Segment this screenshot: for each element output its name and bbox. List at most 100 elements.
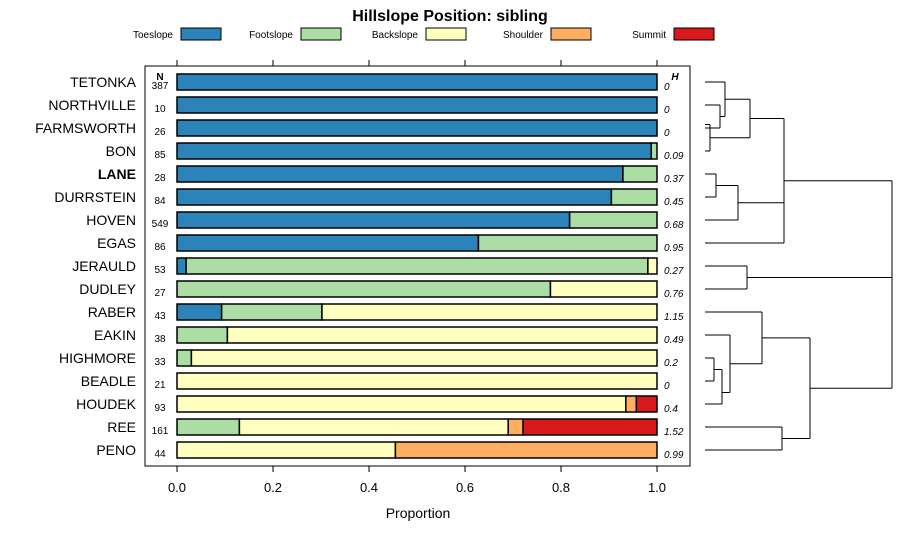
bar-beadle-backslope [176,372,658,390]
x-axis-label: Proportion [386,505,451,521]
h-value-hoven: 0.68 [664,220,684,231]
bar-lane-toeslope [176,165,624,183]
bar-dudley-backslope [549,280,658,298]
row-label-lane: LANE [98,166,136,182]
n-value-houdek: 93 [154,403,166,414]
legend-swatch-backslope [425,27,467,41]
bar-egas-footslope [477,234,658,252]
n-value-tetonka: 387 [152,81,169,92]
n-value-highmore: 33 [154,357,166,368]
n-value-egas: 86 [154,242,166,253]
row-label-northville: NORTHVILLE [48,97,136,113]
bar-ree-shoulder [507,418,524,436]
bar-durrstein-footslope [610,188,658,206]
bar-bon-toeslope [176,142,652,160]
n-value-durrstein: 84 [154,196,166,207]
h-value-ree: 1.52 [664,427,684,438]
h-value-highmore: 0.2 [664,358,678,369]
bar-ree-summit [522,418,658,436]
row-label-jerauld: JERAULD [72,258,136,274]
bar-peno-shoulder [394,441,658,459]
n-value-ree: 161 [152,426,169,437]
bar-dudley-footslope [176,280,552,298]
h-value-dudley: 0.76 [664,289,684,300]
bar-farmsworth-toeslope [176,119,658,137]
h-value-tetonka: 0 [664,82,670,93]
bar-rows: TETONKA 387 0 NORTHVILLE 10 0 FARMSWORTH 26 0 BON… [35,73,684,461]
bar-bon-footslope [650,142,658,160]
bar-raber-backslope [321,303,658,321]
bar-houdek-summit [635,395,658,413]
x-tick-label: 0.4 [360,480,378,495]
x-tick-label: 0.6 [456,480,474,495]
h-value-farmsworth: 0 [664,128,670,139]
bar-ree-backslope [238,418,509,436]
chart-title: Hillslope Position: sibling [352,8,548,25]
n-value-peno: 44 [154,449,166,460]
bar-houdek-backslope [176,395,627,413]
h-value-houdek: 0.4 [664,404,678,415]
n-value-northville: 10 [154,104,166,115]
bar-hoven-footslope [568,211,658,229]
bar-peno-backslope [176,441,397,459]
legend-label-summit: Summit [632,30,666,41]
h-column-header: H [671,72,679,83]
legend-swatch-summit [673,27,715,41]
plot-frame [144,65,691,467]
row-label-hoven: HOVEN [86,212,136,228]
legend-label-backslope: Backslope [372,30,419,41]
bar-highmore-footslope [176,349,193,367]
dendrogram [705,81,893,451]
h-value-peno: 0.99 [664,450,684,461]
legend-swatch-toeslope [180,27,222,41]
h-value-raber: 1.15 [664,312,684,323]
bar-houdek-shoulder [625,395,638,413]
row-label-bon: BON [106,143,136,159]
bar-eakin-footslope [176,326,229,344]
bar-northville-toeslope [176,96,658,114]
legend-label-footslope: Footslope [249,30,293,41]
bar-raber-footslope [220,303,323,321]
h-value-jerauld: 0.27 [664,266,684,277]
x-tick-label: 0.8 [552,480,570,495]
x-tick-label: 1.0 [648,480,666,495]
row-label-eakin: EAKIN [94,327,136,343]
legend-swatch-footslope [300,27,342,41]
h-value-eakin: 0.49 [664,335,684,346]
bar-lane-footslope [622,165,658,183]
bar-egas-toeslope [176,234,480,252]
n-value-hoven: 549 [152,219,169,230]
n-value-bon: 85 [154,150,166,161]
row-label-peno: PENO [96,442,136,458]
n-value-eakin: 38 [154,334,166,345]
bar-hoven-toeslope [176,211,571,229]
row-label-raber: RABER [88,304,136,320]
bar-highmore-backslope [190,349,658,367]
row-label-ree: REE [107,419,136,435]
row-label-houdek: HOUDEK [76,396,137,412]
bar-raber-toeslope [176,303,223,321]
h-value-beadle: 0 [664,381,670,392]
bar-jerauld-backslope [647,257,658,275]
legend-label-toeslope: Toeslope [133,30,173,41]
x-tick-label: 0.2 [264,480,282,495]
n-value-farmsworth: 26 [154,127,166,138]
legend-swatch-shoulder [550,27,592,41]
row-label-durrstein: DURRSTEIN [54,189,136,205]
bar-jerauld-footslope [185,257,649,275]
row-label-beadle: BEADLE [81,373,136,389]
n-value-dudley: 27 [154,288,166,299]
row-label-dudley: DUDLEY [79,281,136,297]
row-label-egas: EGAS [97,235,136,251]
bar-jerauld-toeslope [176,257,187,275]
n-value-beadle: 21 [154,380,166,391]
n-value-jerauld: 53 [154,265,166,276]
row-label-highmore: HIGHMORE [59,350,136,366]
bar-durrstein-toeslope [176,188,613,206]
h-value-bon: 0.09 [664,151,684,162]
legend-label-shoulder: Shoulder [503,30,544,41]
h-value-lane: 0.37 [664,174,684,185]
row-label-farmsworth: FARMSWORTH [35,120,136,136]
